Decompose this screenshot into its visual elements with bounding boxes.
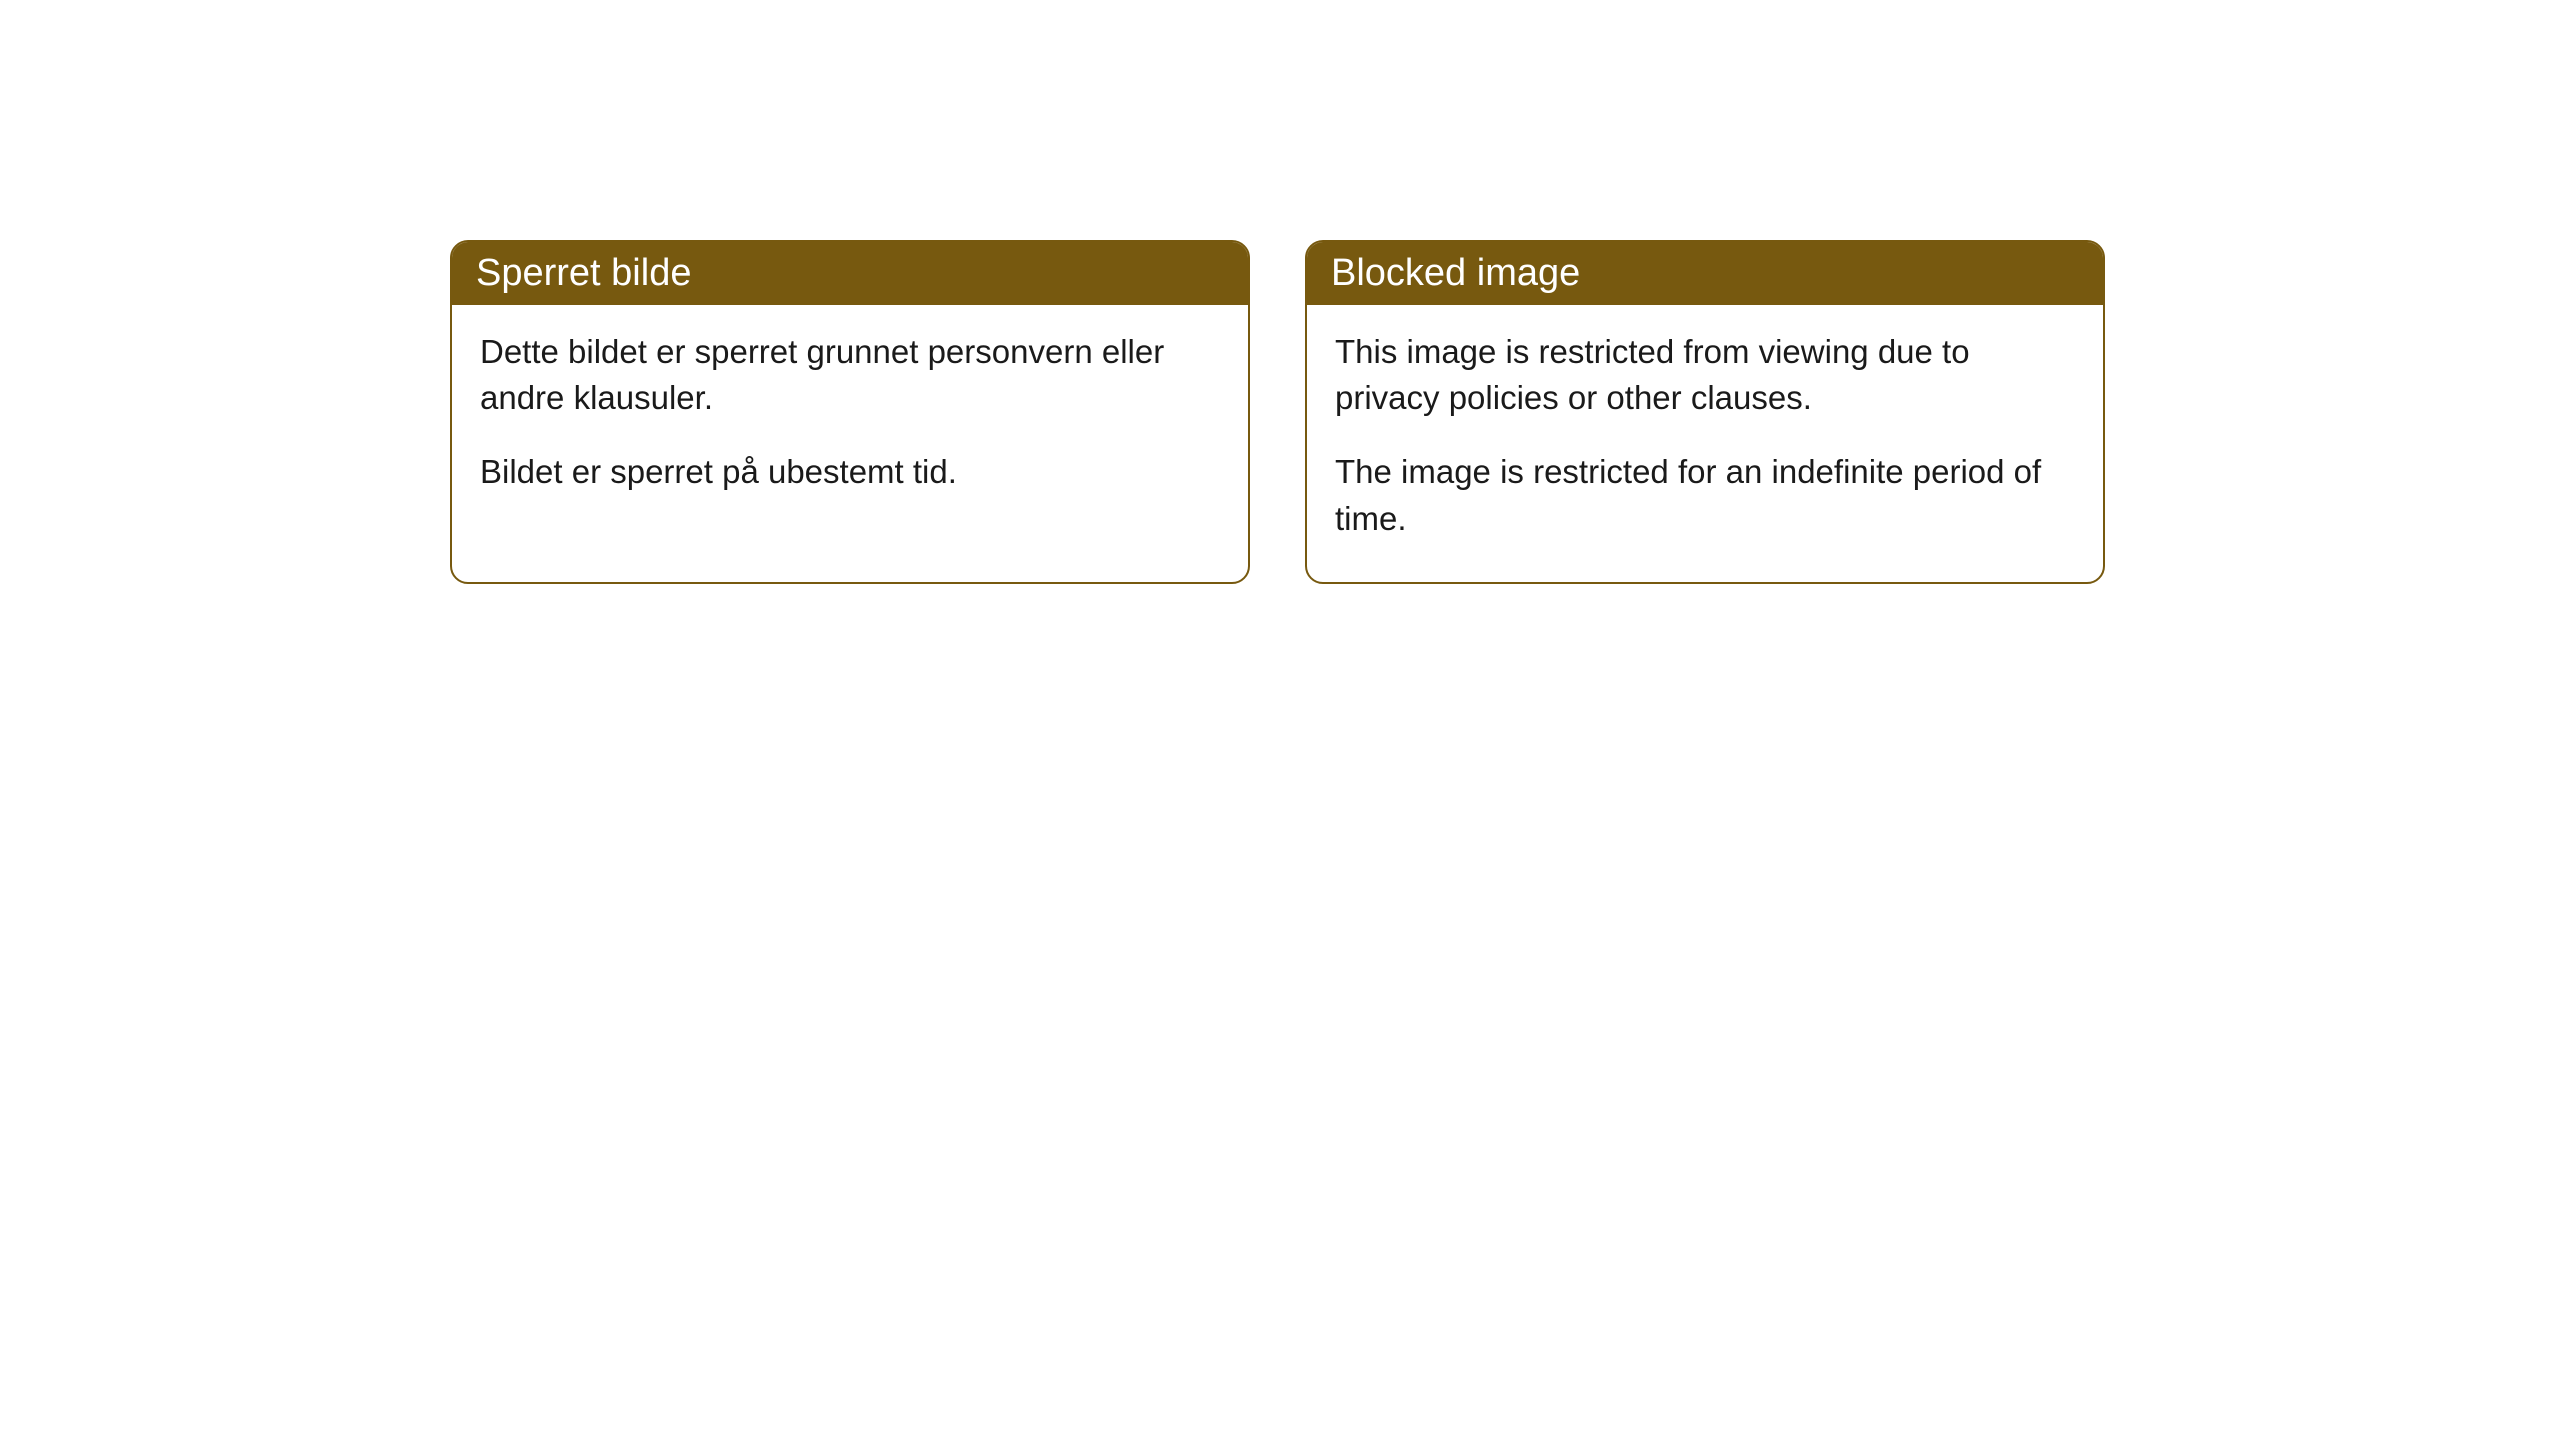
card-paragraph-1: This image is restricted from viewing du…	[1335, 329, 2075, 421]
card-header-english: Blocked image	[1307, 242, 2103, 305]
card-header-norwegian: Sperret bilde	[452, 242, 1248, 305]
card-paragraph-1: Dette bildet er sperret grunnet personve…	[480, 329, 1220, 421]
card-body-norwegian: Dette bildet er sperret grunnet personve…	[452, 305, 1248, 536]
card-paragraph-2: The image is restricted for an indefinit…	[1335, 449, 2075, 541]
card-norwegian: Sperret bilde Dette bildet er sperret gr…	[450, 240, 1250, 584]
card-english: Blocked image This image is restricted f…	[1305, 240, 2105, 584]
cards-container: Sperret bilde Dette bildet er sperret gr…	[450, 240, 2560, 584]
card-paragraph-2: Bildet er sperret på ubestemt tid.	[480, 449, 1220, 495]
card-body-english: This image is restricted from viewing du…	[1307, 305, 2103, 582]
